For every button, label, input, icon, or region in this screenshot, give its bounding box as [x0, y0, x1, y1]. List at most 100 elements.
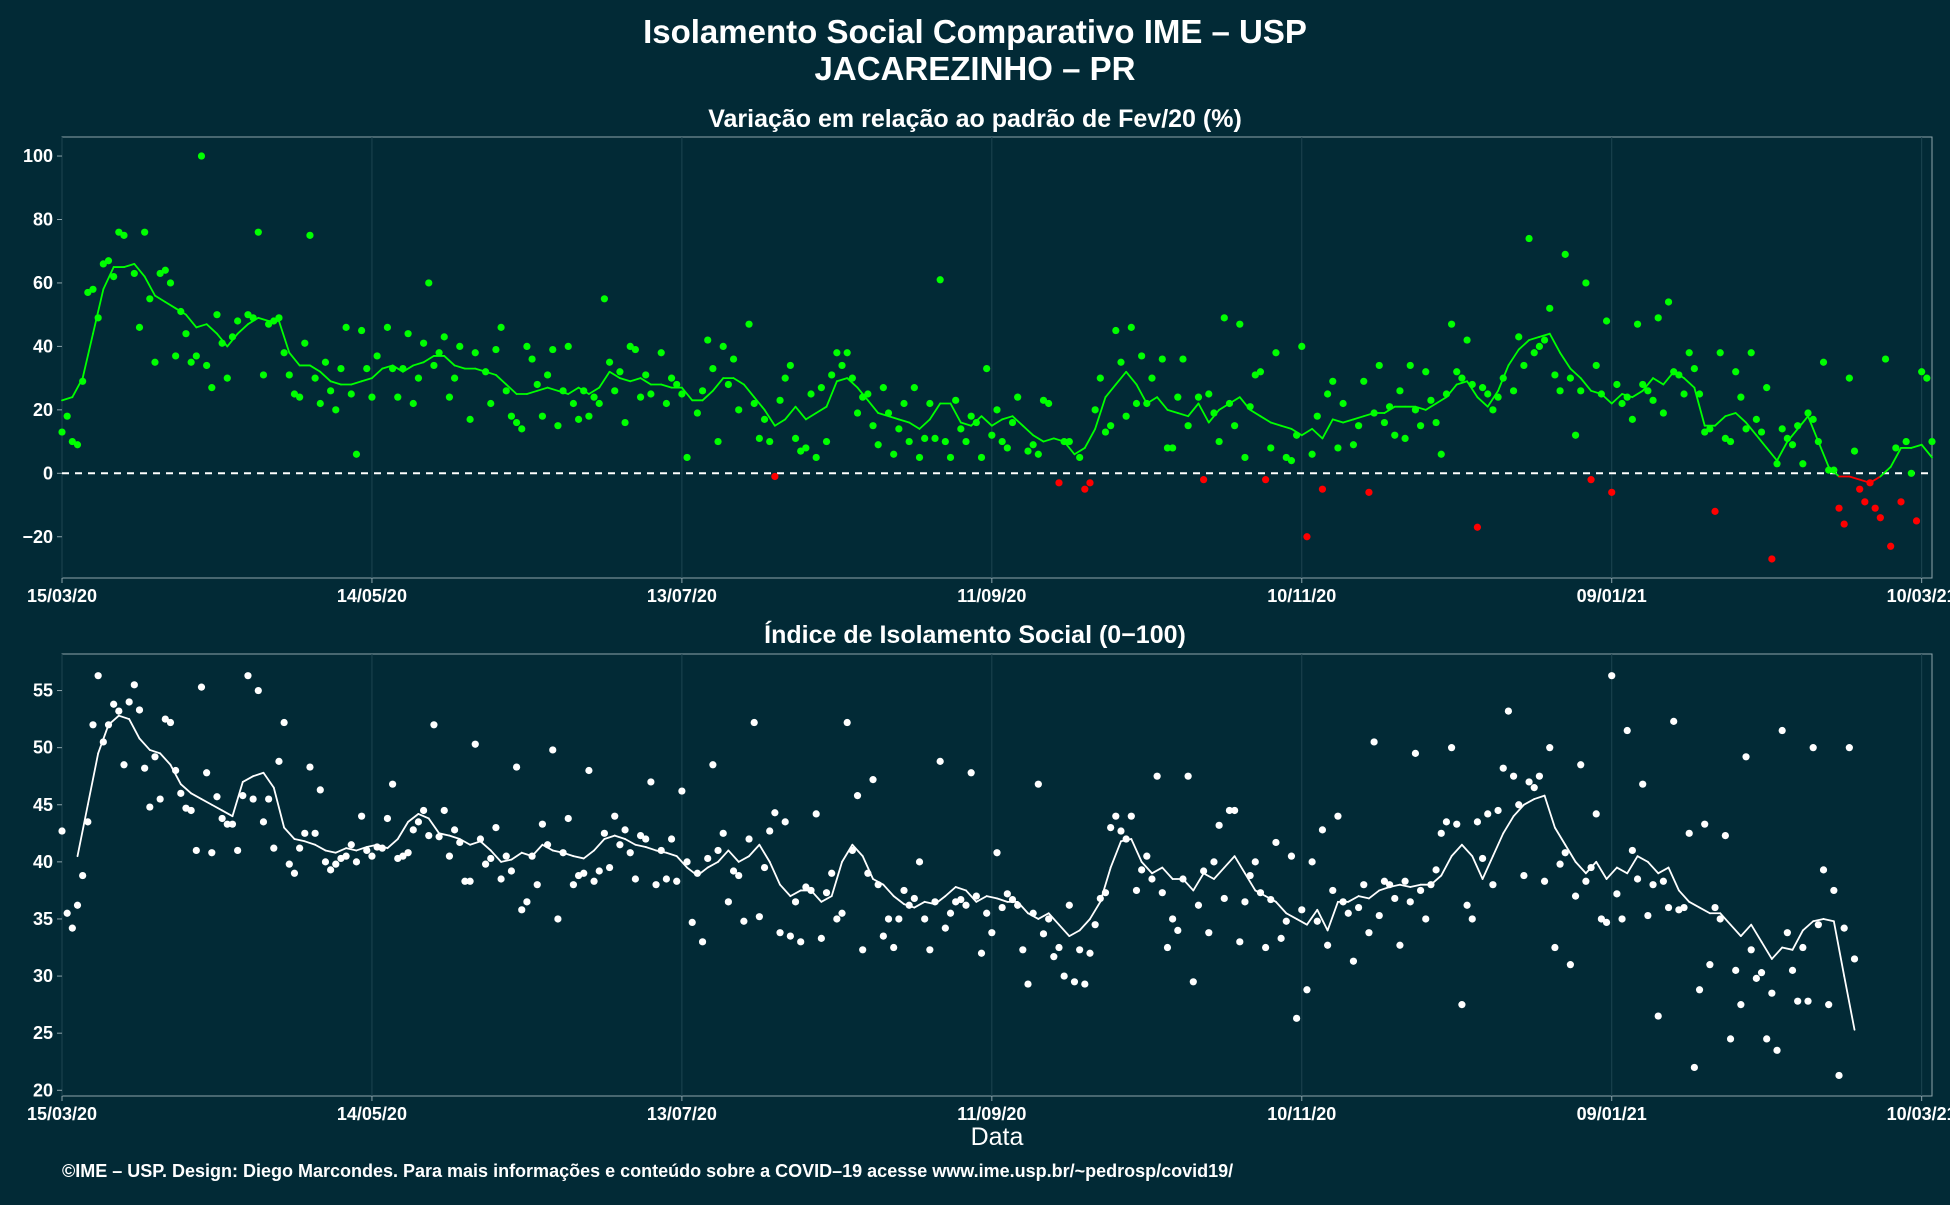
data-point — [1835, 504, 1843, 512]
y-tick-label: 60 — [33, 273, 53, 293]
data-point — [1618, 399, 1626, 408]
data-point — [528, 355, 536, 363]
data-point — [1241, 453, 1249, 462]
data-point — [1814, 921, 1822, 929]
data-point — [1887, 542, 1895, 550]
moving-average-segment — [1300, 427, 1314, 437]
data-point — [110, 272, 118, 281]
data-point — [104, 257, 113, 265]
moving-average-segment — [603, 834, 616, 840]
data-point — [714, 437, 722, 446]
data-point — [1654, 1012, 1662, 1020]
data-point — [1830, 886, 1838, 895]
data-point — [1282, 453, 1290, 462]
data-point — [1256, 889, 1265, 897]
data-point — [1127, 323, 1135, 331]
x-tick-label: 11/09/20 — [957, 586, 1026, 606]
data-point — [368, 852, 376, 860]
data-point — [993, 849, 1001, 857]
moving-average-segment — [345, 847, 358, 852]
data-point — [647, 778, 655, 786]
data-point — [244, 672, 252, 680]
moving-average-segment — [1275, 900, 1288, 915]
data-point — [450, 826, 459, 834]
data-point — [874, 881, 882, 889]
moving-average-segment — [396, 820, 410, 840]
data-point — [683, 453, 691, 462]
moving-average-segment — [675, 855, 688, 869]
moving-average-segment — [1481, 855, 1494, 880]
moving-average-segment — [500, 858, 513, 863]
data-point — [166, 718, 175, 727]
data-point — [1747, 349, 1755, 357]
moving-average-segment — [763, 408, 776, 427]
data-point — [1014, 901, 1022, 909]
moving-average-segment — [1156, 396, 1169, 411]
data-point — [156, 269, 164, 278]
data-point — [1463, 901, 1471, 909]
data-point — [611, 387, 619, 395]
data-point — [358, 812, 366, 820]
data-point — [445, 393, 454, 401]
moving-average-segment — [278, 320, 291, 354]
moving-average-segment — [272, 786, 286, 829]
moving-average-segment — [1652, 377, 1665, 386]
data-point — [1571, 431, 1580, 439]
data-point — [766, 437, 774, 446]
data-point — [1644, 911, 1652, 920]
data-point — [234, 846, 242, 855]
moving-average-segment — [1311, 427, 1324, 440]
data-point — [1566, 374, 1574, 382]
data-point — [1246, 871, 1254, 880]
data-point — [1091, 921, 1099, 929]
data-point — [719, 829, 727, 837]
data-point — [564, 342, 572, 350]
y-tick-label: 0 — [43, 463, 53, 483]
moving-average-segment — [314, 843, 327, 852]
data-point — [838, 361, 846, 370]
data-point — [239, 792, 247, 800]
data-point — [983, 365, 991, 373]
data-point — [290, 390, 299, 398]
moving-average-segment — [1269, 421, 1283, 427]
moving-average-segment — [329, 380, 342, 386]
moving-average-segment — [1032, 434, 1045, 443]
data-point — [1339, 399, 1347, 408]
data-point — [853, 792, 862, 800]
data-point — [776, 396, 784, 404]
moving-average-segment — [1476, 396, 1489, 408]
data-point — [1143, 852, 1151, 860]
moving-average-segment — [195, 323, 208, 329]
data-point — [404, 849, 412, 857]
moving-average-segment — [1001, 415, 1014, 421]
data-point — [642, 371, 650, 379]
moving-average-segment — [1812, 918, 1825, 923]
data-point — [1458, 1001, 1466, 1009]
data-point — [1329, 377, 1337, 385]
data-point — [1690, 365, 1698, 373]
data-point — [1840, 520, 1848, 528]
moving-average-segment — [138, 737, 151, 751]
data-point — [1215, 437, 1223, 446]
data-point — [358, 326, 366, 335]
moving-average-segment — [148, 749, 162, 755]
data-point — [316, 399, 324, 408]
data-point — [1065, 437, 1073, 446]
data-point — [1489, 406, 1497, 414]
moving-average-segment — [536, 386, 549, 392]
data-point — [1530, 349, 1538, 357]
x-tick-label: 10/11/20 — [1267, 586, 1336, 606]
data-point — [84, 818, 92, 826]
moving-average-segment — [1306, 908, 1319, 926]
moving-average-segment — [526, 389, 539, 395]
data-point — [1804, 409, 1812, 417]
data-point — [1757, 969, 1766, 977]
data-point — [812, 453, 820, 462]
data-point — [1081, 485, 1089, 493]
moving-average-segment — [1114, 370, 1128, 386]
moving-average-segment — [1213, 866, 1226, 880]
data-point — [342, 852, 350, 860]
moving-average-segment — [1140, 860, 1153, 875]
data-point — [254, 686, 262, 695]
